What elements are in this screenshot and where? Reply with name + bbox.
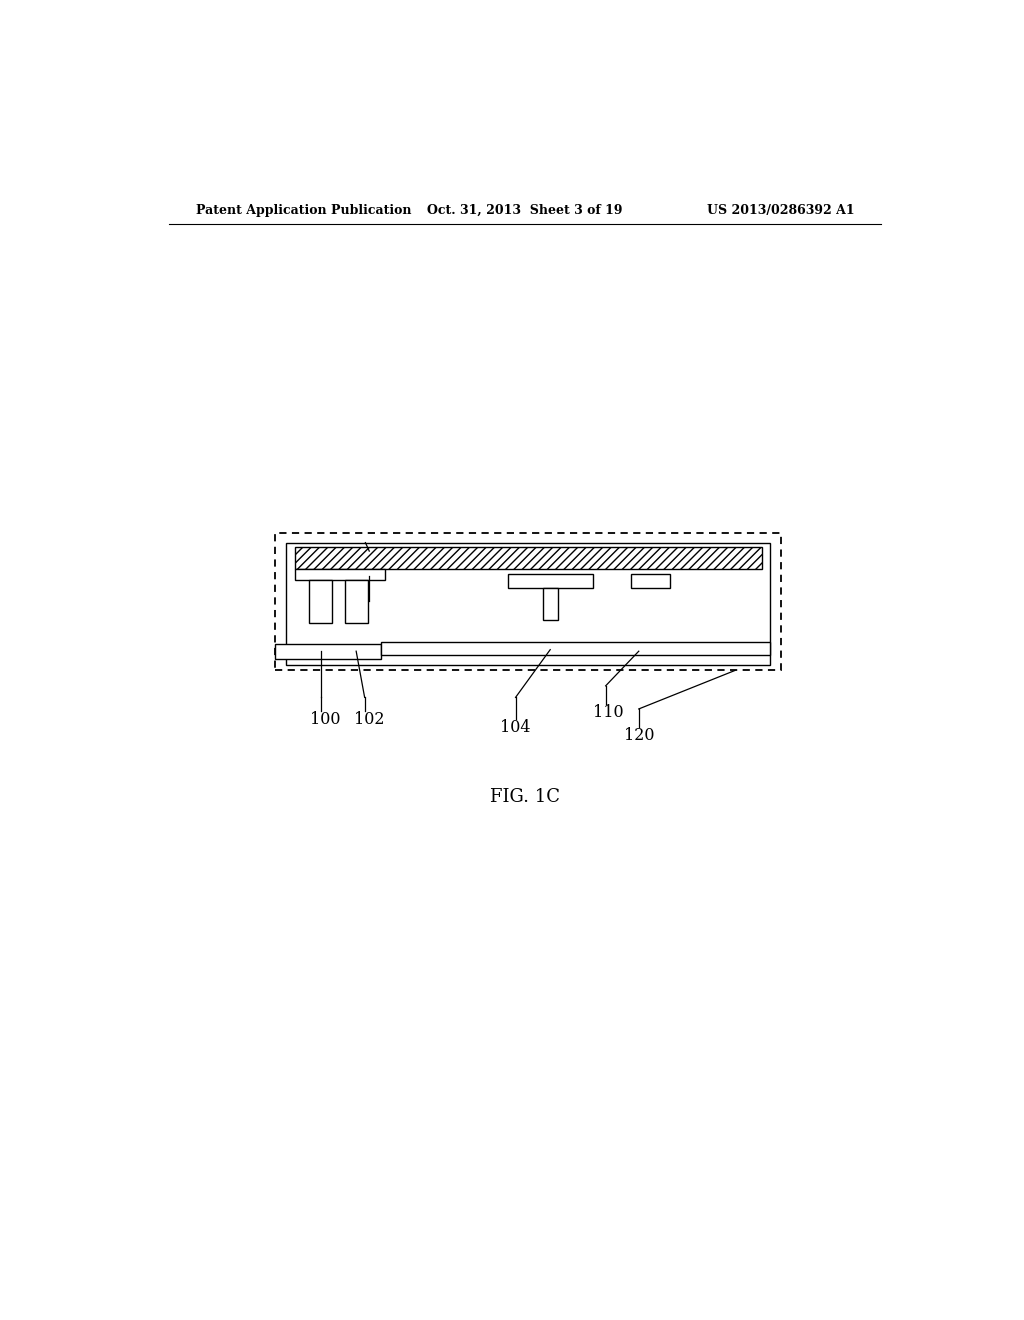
Bar [508,574,593,589]
Bar [274,644,381,659]
Bar [631,574,670,589]
Bar [345,579,368,623]
Text: 110: 110 [593,704,624,721]
Bar [295,569,385,579]
Text: US 2013/0286392 A1: US 2013/0286392 A1 [707,205,854,218]
Bar [286,543,770,665]
Text: 106: 106 [354,550,385,568]
Text: Oct. 31, 2013  Sheet 3 of 19: Oct. 31, 2013 Sheet 3 of 19 [427,205,623,218]
Text: 100: 100 [310,711,341,729]
Text: Patent Application Publication: Patent Application Publication [196,205,412,218]
Bar [274,533,781,671]
Text: 120: 120 [624,726,654,743]
Bar [309,579,333,623]
Bar [543,589,558,620]
Text: FIG. 1C: FIG. 1C [489,788,560,807]
Text: 104: 104 [501,719,530,737]
Text: 102: 102 [354,711,384,729]
Bar [295,548,762,569]
Bar [381,642,770,655]
